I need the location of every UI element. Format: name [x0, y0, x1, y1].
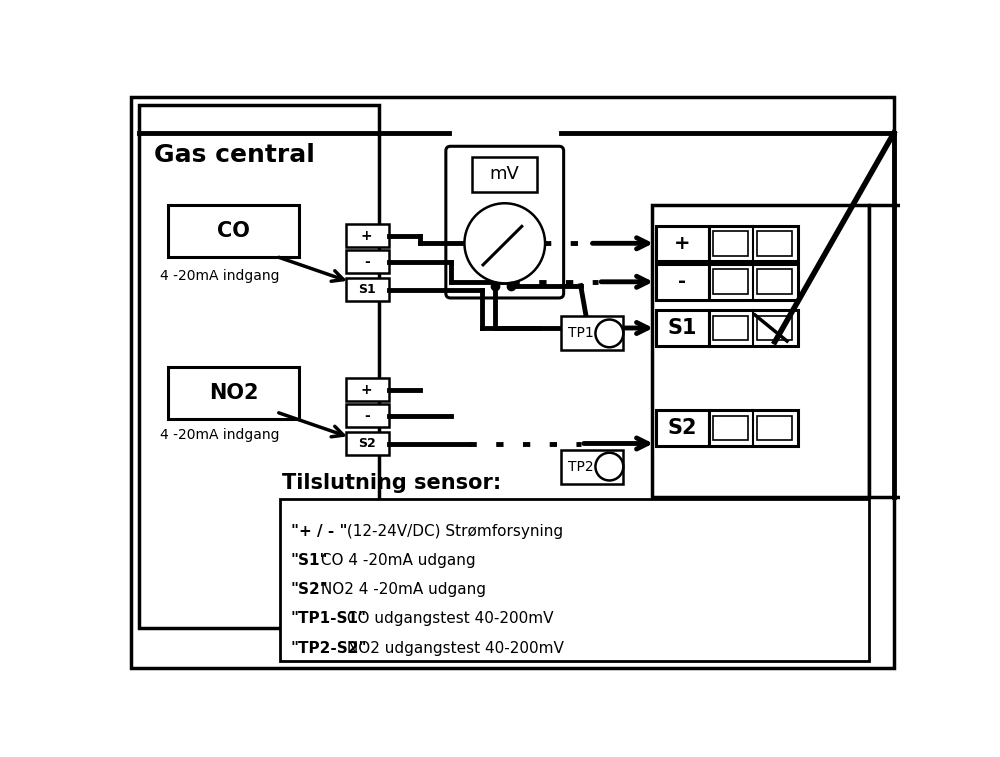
Bar [168, 205, 299, 257]
Text: +: + [361, 382, 373, 397]
Bar [713, 316, 748, 341]
Text: 4 -20mA indgang: 4 -20mA indgang [160, 269, 279, 283]
Bar [656, 226, 709, 261]
Text: TP1: TP1 [568, 326, 594, 341]
Bar [757, 416, 792, 441]
Bar [757, 269, 792, 294]
Text: NO2 udgangstest 40-200mV: NO2 udgangstest 40-200mV [342, 640, 564, 656]
Bar [656, 310, 709, 346]
Text: "S2": "S2" [291, 582, 329, 597]
Bar [280, 499, 869, 661]
Text: S2: S2 [667, 418, 697, 438]
Bar [346, 432, 388, 455]
Bar [346, 251, 388, 273]
Bar [561, 316, 623, 350]
Bar [139, 104, 379, 628]
Text: CO: CO [217, 221, 250, 241]
Bar [709, 264, 798, 300]
Text: "+ / - ": "+ / - " [291, 524, 347, 538]
Text: 4 -20mA indgang: 4 -20mA indgang [160, 428, 279, 442]
Text: -: - [364, 409, 370, 422]
Text: S1: S1 [667, 318, 697, 338]
Bar [656, 264, 709, 300]
Bar [757, 316, 792, 341]
Bar [713, 269, 748, 294]
Bar [757, 231, 792, 256]
Text: NO2 4 -20mA udgang: NO2 4 -20mA udgang [316, 582, 486, 597]
Bar [709, 410, 798, 446]
Text: CO udgangstest 40-200mV: CO udgangstest 40-200mV [342, 612, 553, 626]
Bar [346, 278, 388, 301]
Text: S1: S1 [358, 283, 376, 296]
Bar [346, 378, 388, 401]
Text: "TP2-S2": "TP2-S2" [291, 640, 367, 656]
FancyBboxPatch shape [446, 146, 564, 298]
Text: S2: S2 [358, 437, 376, 450]
Bar [709, 310, 798, 346]
Text: "S1": "S1" [291, 553, 328, 568]
Circle shape [595, 453, 623, 481]
Text: -: - [364, 255, 370, 269]
Bar [561, 450, 623, 484]
Text: (12-24V/DC) Strømforsyning: (12-24V/DC) Strømforsyning [342, 524, 563, 538]
Text: +: + [361, 229, 373, 242]
Circle shape [464, 204, 545, 283]
Text: TP2: TP2 [568, 459, 594, 474]
Bar [346, 224, 388, 247]
Circle shape [595, 319, 623, 347]
Text: NO2: NO2 [209, 383, 258, 403]
Bar [168, 366, 299, 419]
Text: CO 4 -20mA udgang: CO 4 -20mA udgang [316, 553, 476, 568]
Bar [869, 205, 916, 497]
Bar [656, 410, 709, 446]
Bar [346, 404, 388, 428]
Text: -: - [678, 273, 686, 291]
Text: Tilslutning sensor:: Tilslutning sensor: [282, 473, 501, 493]
Bar [652, 205, 869, 497]
Bar [472, 157, 537, 192]
Bar [713, 416, 748, 441]
Bar [709, 226, 798, 261]
Text: +: + [674, 234, 690, 253]
Text: "TP1-S1": "TP1-S1" [291, 612, 367, 626]
Text: Gas central: Gas central [154, 143, 315, 167]
Text: mV: mV [490, 165, 520, 183]
Bar [713, 231, 748, 256]
